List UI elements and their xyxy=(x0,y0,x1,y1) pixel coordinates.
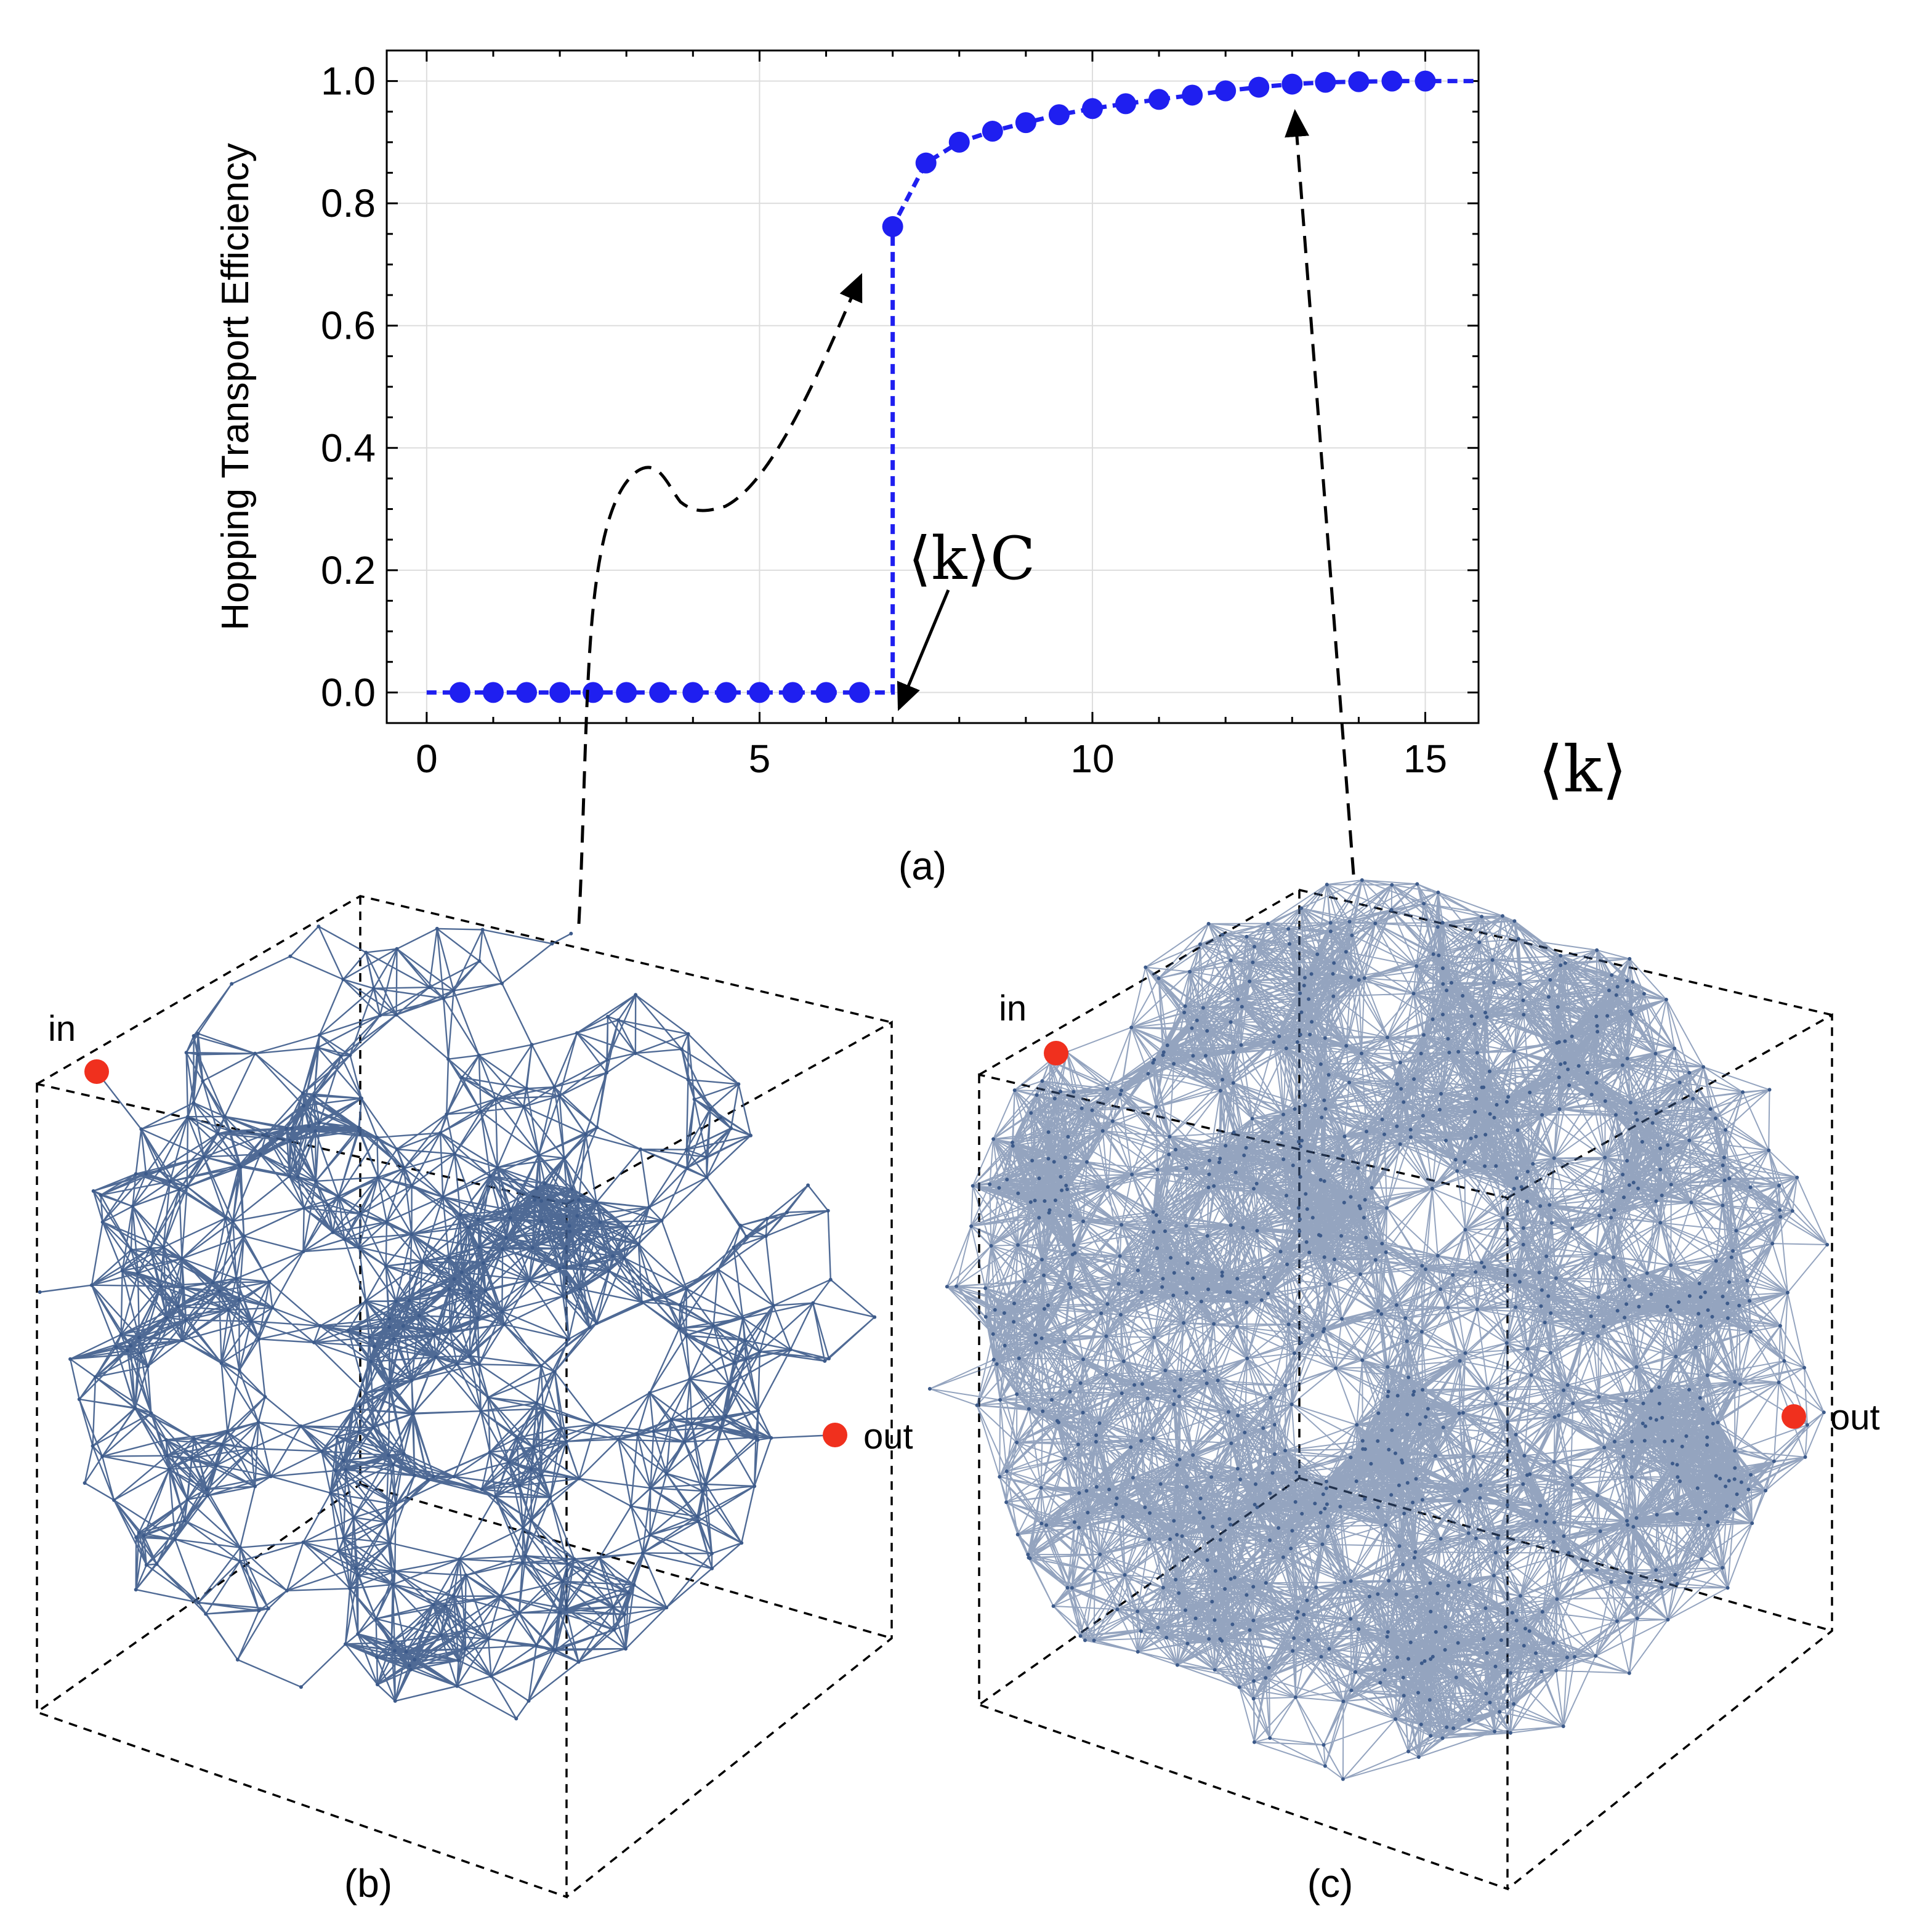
data-point xyxy=(1381,70,1403,92)
bounding-box-b xyxy=(36,895,893,1899)
data-point xyxy=(982,121,1003,142)
data-point xyxy=(1115,93,1137,115)
data-point xyxy=(616,682,637,703)
data-point xyxy=(1348,71,1370,92)
out-node-b xyxy=(823,1423,847,1447)
out-label-c: out xyxy=(1830,1397,1880,1437)
network-panel-b: in out (b) xyxy=(36,895,913,1906)
x-tick-label: 15 xyxy=(1403,737,1447,781)
data-point xyxy=(1281,73,1303,95)
data-point xyxy=(1081,98,1103,119)
data-point xyxy=(516,682,538,703)
panel-label-b: (b) xyxy=(344,1861,392,1906)
in-node-b xyxy=(84,1059,109,1084)
data-point xyxy=(815,682,837,703)
y-tick-label: 1.0 xyxy=(321,59,376,103)
data-point xyxy=(749,682,770,703)
data-point xyxy=(1215,80,1237,102)
y-tick-label: 0.2 xyxy=(321,548,376,592)
tick-labels: 0 5 10 15 0.0 0.2 0.4 0.6 0.8 1.0 xyxy=(321,59,1447,781)
arrow-c-to-chart xyxy=(1285,109,1355,875)
data-point xyxy=(1315,71,1336,93)
axis-ticks xyxy=(387,51,1479,723)
transport-efficiency-chart: 0 5 10 15 0.0 0.2 0.4 0.6 0.8 1.0 Hopping Transpo… xyxy=(214,49,1627,888)
data-point xyxy=(549,682,571,703)
critical-point-arrow xyxy=(897,589,950,711)
data-point xyxy=(682,682,704,703)
data-point xyxy=(782,682,804,703)
network-edge-path xyxy=(929,879,1828,1780)
data-point xyxy=(849,682,870,703)
out-node-c xyxy=(1782,1404,1806,1429)
data-point xyxy=(1048,104,1070,126)
data-point xyxy=(449,682,470,703)
data-point xyxy=(1414,70,1436,92)
data-point xyxy=(948,131,970,153)
panel-label-c: (c) xyxy=(1307,1861,1354,1906)
x-tick-label: 0 xyxy=(416,737,438,781)
panel-label-a: (a) xyxy=(898,844,946,888)
data-point xyxy=(1182,84,1203,106)
in-label-c: in xyxy=(999,988,1027,1029)
x-axis-label: ⟨k⟩ xyxy=(1538,732,1627,807)
y-tick-label: 0.8 xyxy=(321,181,376,225)
y-axis-label: Hopping Transport Efficiency xyxy=(214,143,257,631)
network-panel-c: in out (c) xyxy=(927,878,1880,1906)
data-point xyxy=(882,216,903,237)
data-point xyxy=(716,682,737,703)
network-edges-b xyxy=(39,926,876,1720)
x-tick-label: 10 xyxy=(1070,737,1114,781)
y-tick-label: 0.4 xyxy=(321,426,376,470)
x-tick-label: 5 xyxy=(749,737,771,781)
data-point xyxy=(649,682,671,703)
data-point xyxy=(482,682,504,703)
network-edge-path xyxy=(39,926,876,1720)
series-markers xyxy=(449,70,1436,703)
in-label-b: in xyxy=(48,1009,76,1049)
y-tick-label: 0.0 xyxy=(321,670,376,714)
network-edges-c xyxy=(929,879,1828,1780)
in-node-c xyxy=(1044,1041,1068,1065)
data-point xyxy=(1148,89,1170,110)
data-point xyxy=(1015,112,1036,134)
y-tick-label: 0.6 xyxy=(321,304,376,348)
out-label-b: out xyxy=(863,1417,913,1457)
data-point xyxy=(1248,76,1270,98)
arrow-b-to-chart xyxy=(577,273,863,924)
series-guide-line xyxy=(426,79,1479,695)
critical-point-label: ⟨k⟩C xyxy=(908,524,1036,593)
data-point xyxy=(915,152,937,174)
